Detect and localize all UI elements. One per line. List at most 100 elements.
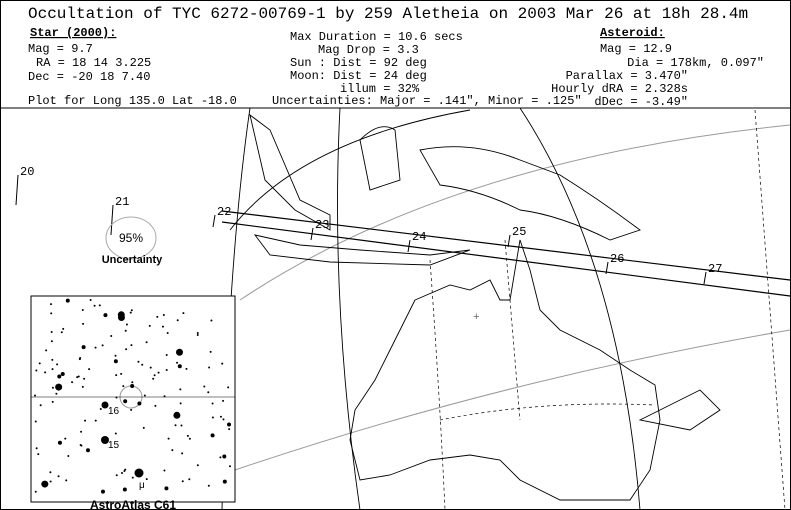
meridian bbox=[337, 107, 361, 510]
star-chart: 16 15 μ AstroAtlas C61 bbox=[30, 295, 236, 510]
star bbox=[219, 415, 222, 418]
star bbox=[80, 430, 83, 433]
star bbox=[208, 366, 211, 369]
uncertainties: Uncertainties: Major = .141", Minor = .1… bbox=[272, 94, 582, 108]
uncertainty-ellipse: 95% Uncertainty bbox=[102, 216, 163, 266]
star bbox=[65, 479, 68, 482]
star bbox=[51, 358, 54, 361]
star bbox=[153, 374, 156, 377]
time-mark: 21 bbox=[115, 195, 129, 209]
star bbox=[117, 311, 125, 319]
occultation-path: 20 21 22 23 24 25 26 27 bbox=[15, 165, 791, 297]
time-tick bbox=[605, 261, 609, 275]
star bbox=[49, 480, 52, 483]
star bbox=[210, 433, 215, 438]
sumatra bbox=[249, 113, 331, 231]
time-tick bbox=[507, 234, 511, 248]
star bbox=[177, 364, 182, 369]
star bbox=[166, 332, 169, 335]
star bbox=[98, 304, 101, 307]
star bbox=[210, 319, 213, 322]
path-edge bbox=[221, 210, 791, 281]
star bbox=[188, 437, 191, 440]
star bbox=[41, 480, 49, 488]
star bbox=[57, 374, 62, 379]
plot-for: Plot for Long 135.0 Lat -18.0 bbox=[28, 94, 237, 108]
star bbox=[209, 350, 212, 353]
star bbox=[82, 322, 85, 325]
star bbox=[57, 475, 60, 478]
star bbox=[110, 335, 113, 338]
star bbox=[145, 341, 148, 344]
star bbox=[99, 408, 102, 411]
star bbox=[180, 424, 183, 427]
star bbox=[129, 311, 132, 314]
star bbox=[114, 354, 117, 357]
star bbox=[174, 424, 177, 427]
star bbox=[165, 369, 168, 372]
star bbox=[227, 386, 230, 389]
chart-caption: AstroAtlas C61 bbox=[90, 498, 176, 510]
star bbox=[222, 418, 225, 421]
star bbox=[186, 434, 189, 437]
star bbox=[124, 468, 127, 471]
star bbox=[142, 426, 145, 429]
star bbox=[50, 330, 53, 333]
star bbox=[45, 349, 48, 352]
asteroid-heading: Asteroid: bbox=[600, 26, 665, 40]
asteroid-line: Hourly dRA = 2.328s bbox=[551, 82, 688, 96]
star bbox=[156, 315, 159, 318]
star bbox=[185, 367, 188, 370]
event-line: Moon: Dist = 24 deg bbox=[290, 69, 427, 83]
star bbox=[67, 455, 70, 458]
great-circle bbox=[234, 329, 791, 471]
star bbox=[165, 354, 168, 357]
globe: + bbox=[221, 107, 791, 510]
title: Occultation of TYC 6272-00769-1 by 259 A… bbox=[28, 5, 748, 23]
star bbox=[148, 324, 151, 327]
star bbox=[51, 368, 54, 371]
star bbox=[137, 401, 142, 406]
star bbox=[157, 371, 160, 374]
star bbox=[85, 448, 90, 453]
event-line: illum = 32% bbox=[340, 82, 420, 96]
event-line: Sun : Dist = 92 deg bbox=[290, 56, 427, 70]
star bbox=[179, 402, 182, 405]
meridian bbox=[229, 109, 471, 231]
star bbox=[50, 312, 53, 315]
star bbox=[143, 394, 146, 397]
star bbox=[134, 468, 144, 478]
asteroid-line: Parallax = 3.470" bbox=[566, 69, 688, 83]
star bbox=[81, 385, 84, 388]
star bbox=[81, 345, 86, 350]
star bbox=[176, 361, 179, 364]
star bbox=[196, 333, 199, 336]
time-tick bbox=[212, 214, 216, 228]
star bbox=[175, 348, 183, 356]
meridian bbox=[519, 107, 641, 510]
time-tick bbox=[407, 239, 411, 253]
star bbox=[114, 432, 117, 435]
star bbox=[34, 490, 37, 493]
star bbox=[55, 392, 58, 395]
star bbox=[163, 469, 166, 472]
uncertainty-percent: 95% bbox=[119, 231, 143, 245]
event-line: Mag Drop = 3.3 bbox=[318, 43, 419, 57]
asteroid-line: Dia = 178km, 0.097" bbox=[627, 56, 764, 70]
asteroid-line: Mag = 12.9 bbox=[600, 42, 672, 56]
star bbox=[130, 309, 133, 312]
time-mark: 27 bbox=[708, 262, 722, 276]
star bbox=[121, 471, 124, 474]
new-zealand-edge bbox=[638, 389, 721, 431]
star bbox=[113, 359, 118, 364]
time-mark: 25 bbox=[512, 225, 526, 239]
new-guinea bbox=[419, 146, 641, 241]
star bbox=[60, 331, 63, 334]
star bbox=[55, 383, 63, 391]
star bbox=[173, 411, 181, 419]
star bbox=[221, 362, 224, 365]
grid-line bbox=[439, 403, 656, 421]
star bbox=[51, 400, 54, 403]
star bbox=[81, 308, 84, 311]
